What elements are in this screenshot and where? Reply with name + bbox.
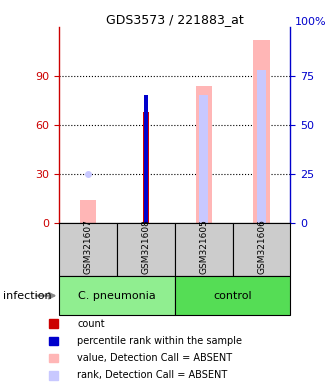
Bar [196, 86, 212, 223]
Bar [49, 337, 58, 345]
Bar [144, 112, 149, 223]
Bar [80, 200, 96, 223]
Text: GSM321608: GSM321608 [142, 219, 150, 274]
Bar [59, 276, 175, 315]
Bar [144, 95, 148, 223]
Text: infection: infection [3, 291, 52, 301]
Bar [175, 276, 290, 315]
Bar [49, 354, 58, 362]
Bar [59, 223, 117, 276]
Text: C. pneumonia: C. pneumonia [78, 291, 156, 301]
Bar [49, 371, 58, 379]
Text: 100%: 100% [295, 17, 327, 27]
Bar [175, 223, 233, 276]
Text: count: count [77, 318, 105, 329]
Bar [233, 223, 290, 276]
Bar [253, 40, 270, 223]
Bar [49, 319, 58, 328]
Text: GSM321606: GSM321606 [257, 219, 266, 274]
Text: GSM321607: GSM321607 [84, 219, 93, 274]
Title: GDS3573 / 221883_at: GDS3573 / 221883_at [106, 13, 244, 26]
Bar [257, 70, 266, 223]
Text: value, Detection Call = ABSENT: value, Detection Call = ABSENT [77, 353, 232, 363]
Text: rank, Detection Call = ABSENT: rank, Detection Call = ABSENT [77, 370, 228, 381]
Text: GSM321605: GSM321605 [199, 219, 208, 274]
Bar [199, 95, 208, 223]
Bar [117, 223, 175, 276]
Text: control: control [213, 291, 252, 301]
Text: percentile rank within the sample: percentile rank within the sample [77, 336, 242, 346]
